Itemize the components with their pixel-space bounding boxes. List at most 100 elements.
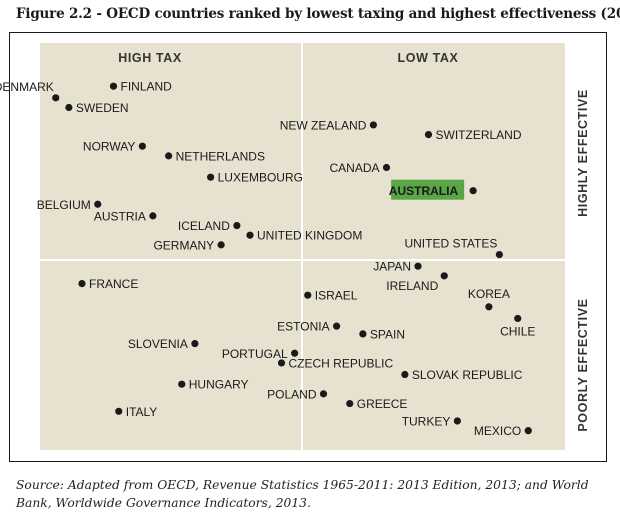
- point-marker: [514, 314, 522, 323]
- point-label: FINLAND: [121, 80, 173, 94]
- point-czech-republic: CZECH REPUBLIC: [277, 356, 394, 370]
- quadrant-high-tax-poor: [40, 261, 301, 450]
- point-marker: [178, 380, 186, 388]
- point-label: LUXEMBOURG: [218, 171, 303, 185]
- point-marker: [453, 417, 461, 425]
- point-marker: [65, 103, 73, 112]
- point-label: SWEDEN: [76, 101, 129, 115]
- point-label: POLAND: [267, 387, 317, 401]
- high-tax-label: HIGH TAX: [118, 51, 182, 65]
- point-label: BELGIUM: [37, 198, 91, 212]
- point-label: SLOVENIA: [128, 337, 188, 351]
- point-marker: [469, 187, 477, 195]
- point-marker: [52, 94, 60, 102]
- point-turkey: TURKEY: [402, 414, 461, 428]
- chart-frame: [9, 32, 607, 462]
- point-label: DENMARK: [0, 80, 54, 94]
- point-united-states: UNITED STATES: [404, 237, 503, 259]
- point-label: JAPAN: [373, 260, 411, 274]
- point-label: NORWAY: [83, 140, 135, 154]
- data-points: DENMARK FINLAND SWEDEN NORWAY NETHERLANDS LUX…: [0, 80, 535, 438]
- point-marker: [109, 82, 118, 90]
- quadrant-low-tax-effective: [303, 43, 565, 259]
- point-netherlands: NETHERLANDS: [165, 149, 265, 163]
- point-label: SWITZERLAND: [436, 128, 522, 142]
- point-label: GERMANY: [153, 238, 214, 252]
- point-marker: [424, 130, 433, 139]
- point-austria: AUSTRIA: [94, 209, 157, 223]
- point-marker: [304, 291, 312, 299]
- point-label: ICELAND: [178, 219, 230, 233]
- source-note: Source: Adapted from OECD, Revenue Stati…: [16, 478, 589, 510]
- point-marker: [78, 279, 86, 288]
- point-hungary: HUNGARY: [178, 378, 249, 392]
- point-australia: AUSTRALIA: [389, 179, 477, 200]
- point-marker: [115, 407, 123, 415]
- point-poland: POLAND: [267, 387, 328, 401]
- point-belgium: BELGIUM: [37, 198, 102, 212]
- point-marker: [485, 303, 493, 311]
- point-label: HUNGARY: [189, 378, 249, 392]
- point-label: CANADA: [329, 161, 379, 175]
- point-norway: NORWAY: [83, 140, 146, 154]
- quadrant-backgrounds: [40, 43, 565, 450]
- point-label: KOREA: [468, 287, 510, 301]
- point-finland: FINLAND: [109, 80, 173, 94]
- point-germany: GERMANY: [153, 238, 225, 252]
- point-label: CHILE: [500, 324, 535, 338]
- quadrant-high-tax-effective: [40, 43, 301, 259]
- point-marker: [207, 173, 215, 181]
- point-marker: [401, 370, 409, 379]
- point-italy: ITALY: [115, 405, 157, 419]
- point-ireland: IRELAND: [386, 272, 448, 293]
- point-portugal: PORTUGAL: [222, 347, 299, 361]
- point-label: ESTONIA: [277, 320, 329, 334]
- point-switzerland: SWITZERLAND: [424, 128, 522, 142]
- point-slovak-republic: SLOVAK REPUBLIC: [401, 368, 523, 382]
- point-marker: [165, 152, 173, 160]
- point-denmark: DENMARK: [0, 80, 60, 102]
- point-label: GREECE: [357, 397, 408, 411]
- point-marker: [346, 399, 354, 408]
- point-spain: SPAIN: [359, 327, 405, 341]
- highly-effective-label: HIGHLY EFFECTIVE: [576, 89, 590, 217]
- point-label: AUSTRALIA: [389, 184, 459, 198]
- point-mexico: MEXICO: [474, 424, 532, 438]
- point-marker: [333, 322, 341, 330]
- point-marker: [524, 427, 532, 435]
- point-label: FRANCE: [89, 277, 138, 291]
- point-chile: CHILE: [500, 314, 535, 338]
- point-marker: [138, 142, 146, 150]
- point-luxembourg: LUXEMBOURG: [207, 171, 303, 185]
- point-marker: [217, 241, 225, 249]
- point-korea: KOREA: [468, 287, 510, 311]
- point-label: IRELAND: [386, 279, 438, 293]
- point-label: UNITED KINGDOM: [257, 229, 362, 243]
- point-estonia: ESTONIA: [277, 320, 341, 334]
- figure-title: Figure 2.2 - OECD countries ranked by lo…: [16, 6, 620, 22]
- point-israel: ISRAEL: [304, 289, 358, 303]
- point-marker: [495, 250, 503, 259]
- point-marker: [246, 231, 254, 239]
- point-marker: [191, 339, 199, 348]
- point-united-kingdom: UNITED KINGDOM: [246, 229, 362, 243]
- point-japan: JAPAN: [373, 260, 422, 274]
- point-sweden: SWEDEN: [65, 101, 129, 115]
- point-label: AUSTRIA: [94, 209, 146, 223]
- point-label: UNITED STATES: [404, 237, 497, 251]
- point-marker: [149, 212, 157, 220]
- point-label: CZECH REPUBLIC: [289, 356, 394, 370]
- highlight-box: [391, 179, 465, 200]
- point-marker: [369, 121, 377, 129]
- point-france: FRANCE: [78, 277, 138, 291]
- point-label: NEW ZEALAND: [280, 118, 367, 132]
- point-label: SLOVAK REPUBLIC: [412, 368, 523, 382]
- point-label: SPAIN: [370, 327, 405, 341]
- point-marker: [233, 221, 241, 230]
- point-label: ITALY: [126, 405, 158, 419]
- low-tax-label: LOW TAX: [398, 51, 459, 65]
- point-marker: [382, 163, 391, 172]
- point-slovenia: SLOVENIA: [128, 337, 199, 351]
- point-iceland: ICELAND: [178, 219, 241, 233]
